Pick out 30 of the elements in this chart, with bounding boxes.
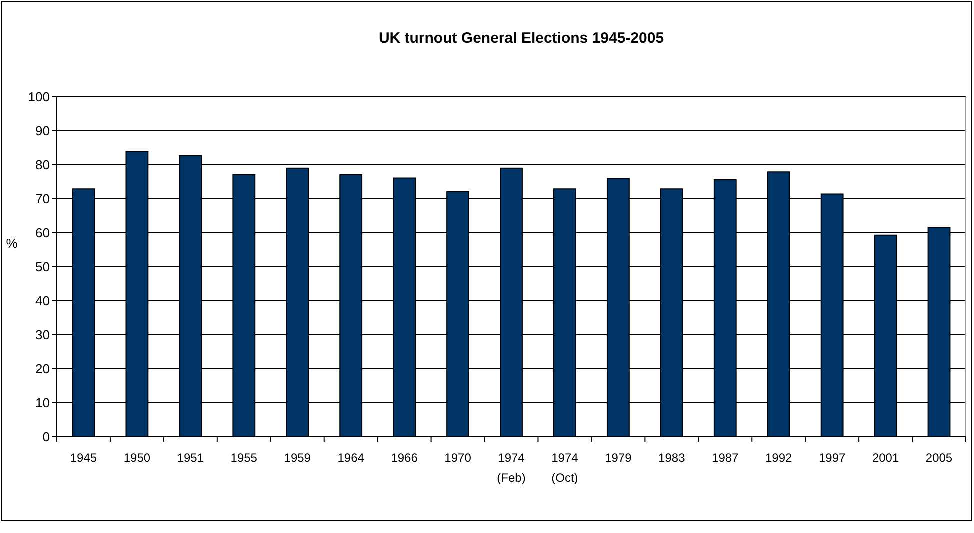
x-tick-label: 1987: [712, 451, 740, 465]
x-tick-label: 1979: [605, 451, 632, 465]
x-tick-label: 1974 (Feb): [497, 451, 526, 485]
x-tick-label: 1955: [230, 451, 258, 465]
y-tick-label: 80: [36, 158, 50, 173]
y-tick-label: 10: [36, 396, 50, 411]
chart-title: UK turnout General Elections 1945-2005: [378, 30, 664, 47]
x-tick-label: 1983: [658, 451, 686, 465]
y-tick-label: 20: [36, 362, 50, 377]
x-tick-label: 2001: [872, 451, 900, 465]
y-tick-label: 90: [36, 124, 50, 139]
y-axis-title: %: [6, 236, 18, 251]
x-tick-label: 1974 (Oct): [552, 451, 579, 485]
y-tick-label: 0: [42, 430, 50, 445]
y-tick-label: 50: [36, 260, 50, 275]
x-tick-label: 1992: [766, 451, 793, 465]
x-tick-label: 1966: [391, 451, 418, 465]
y-tick-label: 30: [36, 328, 50, 343]
y-tick-label: 60: [36, 226, 50, 241]
x-tick-label: 1950: [124, 451, 151, 465]
x-tick-label: 1959: [284, 451, 312, 465]
x-tick-label: 1970: [444, 451, 472, 465]
x-tick-label: 1964: [338, 451, 365, 465]
x-tick-label: 1945: [70, 451, 98, 465]
x-tick-label: 2005: [926, 451, 953, 465]
y-tick-label: 100: [28, 90, 50, 105]
y-tick-label: 40: [36, 294, 50, 309]
x-tick-label: 1997: [818, 451, 846, 465]
x-tick-label: 1951: [177, 451, 204, 465]
y-tick-label: 70: [36, 192, 50, 207]
